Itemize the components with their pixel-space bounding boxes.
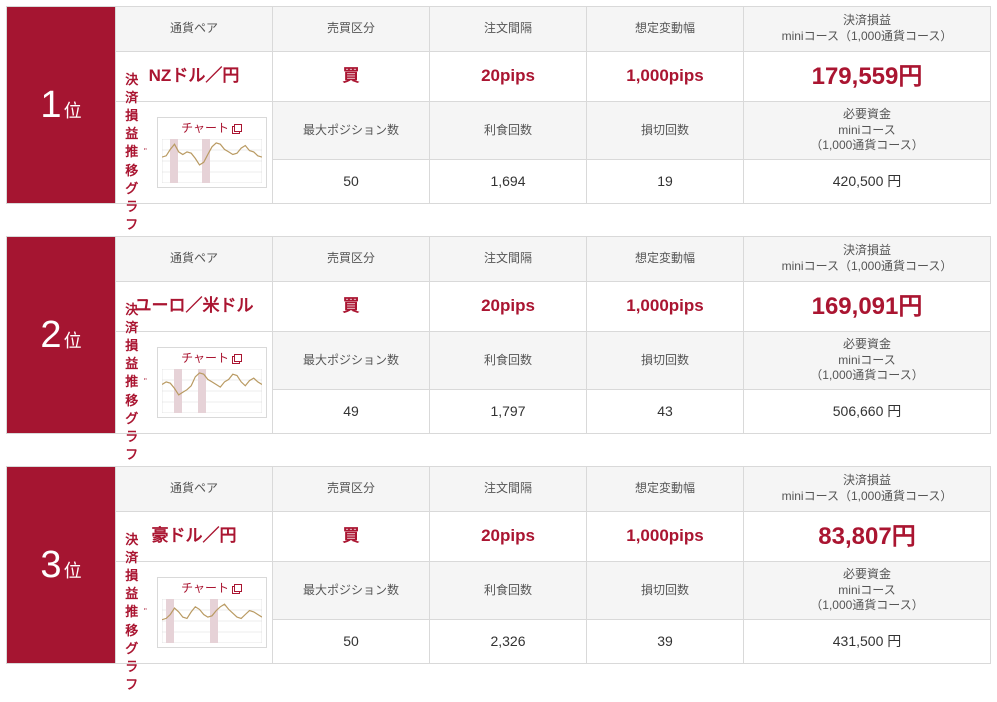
hdr-side: 売買区分 <box>272 237 429 281</box>
val-range: 1,000pips <box>586 281 743 331</box>
val-maxpos: 49 <box>272 389 429 433</box>
rank-grid: 通貨ペア売買区分注文間隔想定変動幅決済損益miniコース（1,000通貨コース）… <box>115 467 990 663</box>
hdr-pair: 通貨ペア <box>115 237 272 281</box>
hdr-sl: 損切回数 <box>586 561 743 619</box>
pl-links-cell: 決済損益推移グラフ チャート <box>115 101 272 203</box>
chart-label: チャート <box>181 121 242 137</box>
chart-label: チャート <box>181 351 242 367</box>
rank-suffix: 位 <box>64 327 82 353</box>
hdr-tp: 利食回数 <box>429 561 586 619</box>
rank-card: 2位通貨ペア売買区分注文間隔想定変動幅決済損益miniコース（1,000通貨コー… <box>6 236 991 434</box>
rank-number: 3 <box>40 544 61 587</box>
hdr-interval: 注文間隔 <box>429 7 586 51</box>
rank-number: 1 <box>40 84 61 127</box>
val-side: 買 <box>272 281 429 331</box>
val-sl: 19 <box>586 159 743 203</box>
val-margin: 431,500 円 <box>743 619 990 663</box>
rank-number: 2 <box>40 314 61 357</box>
hdr-pair: 通貨ペア <box>115 467 272 511</box>
hdr-pl: 決済損益miniコース（1,000通貨コース） <box>743 7 990 51</box>
val-range: 1,000pips <box>586 51 743 101</box>
val-side: 買 <box>272 511 429 561</box>
hdr-pair: 通貨ペア <box>115 7 272 51</box>
rank-grid: 通貨ペア売買区分注文間隔想定変動幅決済損益miniコース（1,000通貨コース）… <box>115 237 990 433</box>
rank-card: 3位通貨ペア売買区分注文間隔想定変動幅決済損益miniコース（1,000通貨コー… <box>6 466 991 664</box>
pl-links-cell: 決済損益推移グラフ チャート <box>115 331 272 433</box>
hdr-maxpos: 最大ポジション数 <box>272 101 429 159</box>
chart-link[interactable]: チャート <box>157 347 267 418</box>
hdr-range: 想定変動幅 <box>586 467 743 511</box>
val-pl: 83,807円 <box>743 511 990 561</box>
pl-graph-link[interactable]: 決済損益推移グラフ <box>122 301 147 465</box>
hdr-pl: 決済損益miniコース（1,000通貨コース） <box>743 237 990 281</box>
val-tp: 2,326 <box>429 619 586 663</box>
hdr-interval: 注文間隔 <box>429 237 586 281</box>
chart-link[interactable]: チャート <box>157 577 267 648</box>
rank-badge: 2位 <box>7 237 115 433</box>
rank-badge: 3位 <box>7 467 115 663</box>
rank-badge: 1位 <box>7 7 115 203</box>
val-pl: 169,091円 <box>743 281 990 331</box>
hdr-sl: 損切回数 <box>586 101 743 159</box>
hdr-sl: 損切回数 <box>586 331 743 389</box>
hdr-margin: 必要資金miniコース（1,000通貨コース） <box>743 331 990 389</box>
val-maxpos: 50 <box>272 619 429 663</box>
pl-graph-link[interactable]: 決済損益推移グラフ <box>122 71 147 235</box>
rank-suffix: 位 <box>64 557 82 583</box>
rank-suffix: 位 <box>64 97 82 123</box>
val-pl: 179,559円 <box>743 51 990 101</box>
hdr-maxpos: 最大ポジション数 <box>272 331 429 389</box>
hdr-tp: 利食回数 <box>429 101 586 159</box>
pl-graph-link[interactable]: 決済損益推移グラフ <box>122 531 147 695</box>
hdr-range: 想定変動幅 <box>586 7 743 51</box>
val-interval: 20pips <box>429 511 586 561</box>
hdr-interval: 注文間隔 <box>429 467 586 511</box>
hdr-margin: 必要資金miniコース（1,000通貨コース） <box>743 101 990 159</box>
val-maxpos: 50 <box>272 159 429 203</box>
hdr-maxpos: 最大ポジション数 <box>272 561 429 619</box>
hdr-side: 売買区分 <box>272 7 429 51</box>
val-margin: 420,500 円 <box>743 159 990 203</box>
val-sl: 43 <box>586 389 743 433</box>
val-interval: 20pips <box>429 281 586 331</box>
val-margin: 506,660 円 <box>743 389 990 433</box>
val-range: 1,000pips <box>586 511 743 561</box>
chart-label: チャート <box>181 581 242 597</box>
rank-card: 1位通貨ペア売買区分注文間隔想定変動幅決済損益miniコース（1,000通貨コー… <box>6 6 991 204</box>
val-tp: 1,797 <box>429 389 586 433</box>
hdr-range: 想定変動幅 <box>586 237 743 281</box>
hdr-side: 売買区分 <box>272 467 429 511</box>
chart-link[interactable]: チャート <box>157 117 267 188</box>
hdr-margin: 必要資金miniコース（1,000通貨コース） <box>743 561 990 619</box>
val-sl: 39 <box>586 619 743 663</box>
val-side: 買 <box>272 51 429 101</box>
hdr-tp: 利食回数 <box>429 331 586 389</box>
hdr-pl: 決済損益miniコース（1,000通貨コース） <box>743 467 990 511</box>
val-interval: 20pips <box>429 51 586 101</box>
rank-grid: 通貨ペア売買区分注文間隔想定変動幅決済損益miniコース（1,000通貨コース）… <box>115 7 990 203</box>
pl-links-cell: 決済損益推移グラフ チャート <box>115 561 272 663</box>
val-tp: 1,694 <box>429 159 586 203</box>
